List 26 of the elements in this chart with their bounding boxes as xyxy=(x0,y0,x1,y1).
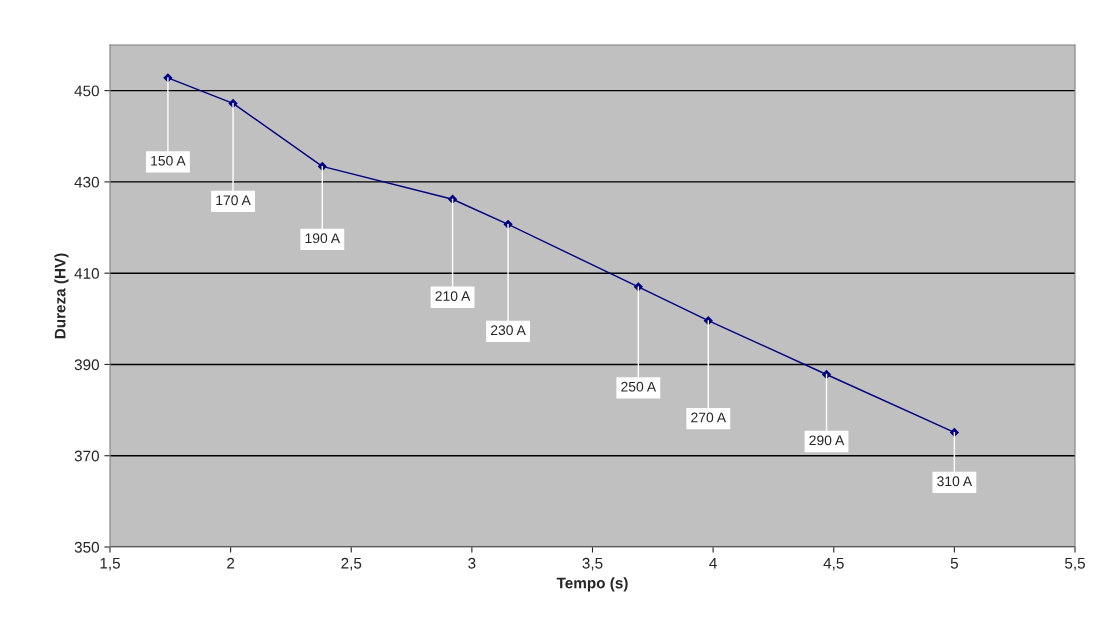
x-tick-label: 3 xyxy=(468,557,476,569)
annotation: 170 A xyxy=(216,195,251,206)
y-tick-label: 410 xyxy=(74,268,99,279)
annotation: 210 A xyxy=(435,291,471,301)
x-tick-label: 5 xyxy=(950,557,958,569)
y-axis-title: Dureza (HV) xyxy=(54,253,69,339)
x-tick-label: 2 xyxy=(227,557,235,569)
x-tick-label: 1,5 xyxy=(100,557,120,571)
y-tick-label: 370 xyxy=(74,450,99,462)
y-tick-label: 430 xyxy=(74,176,99,188)
annotation: 310 A xyxy=(937,476,973,487)
annotation: 270 A xyxy=(691,412,727,423)
annotation: 230 A xyxy=(491,325,526,336)
annotation: 190 A xyxy=(305,233,341,244)
y-tick-label: 390 xyxy=(74,359,99,371)
x-tick-label: 4,5 xyxy=(823,557,844,571)
annotation: 150 A xyxy=(151,155,186,166)
x-tick-label: 4 xyxy=(709,557,717,569)
y-tick-label: 450 xyxy=(74,85,99,97)
x-tick-label: 3,5 xyxy=(582,557,603,571)
y-tick-label: 350 xyxy=(74,541,99,553)
x-tick-label: 5,5 xyxy=(1064,557,1085,571)
annotation: 250 A xyxy=(621,381,657,392)
x-tick-label: 2,5 xyxy=(341,557,362,571)
annotation: 290 A xyxy=(809,435,845,446)
x-axis-title: Tempo (s) xyxy=(556,577,628,592)
